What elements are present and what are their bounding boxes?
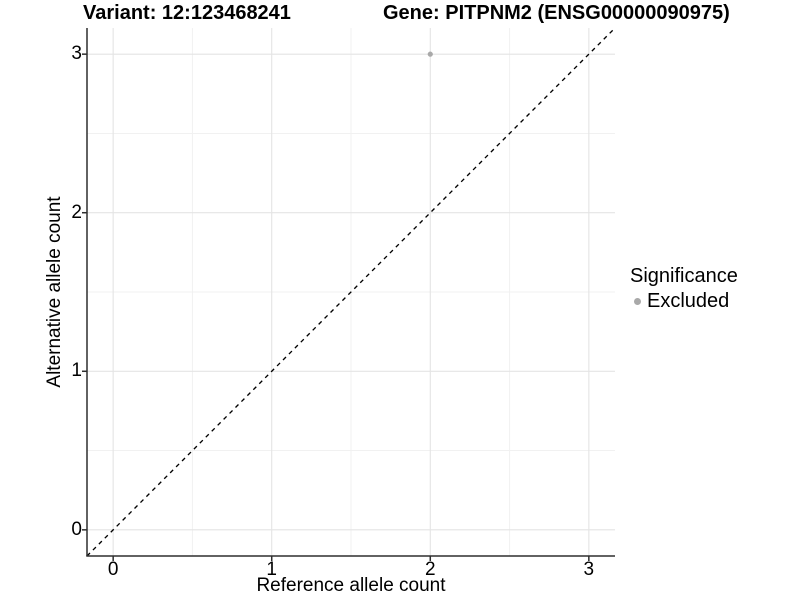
x-tick-label: 0 [107,559,119,580]
legend-point-icon [634,297,641,305]
legend-item: Excluded [630,290,738,312]
y-axis-title: Alternative allele count [44,196,65,388]
data-point [427,51,433,57]
legend-items: Excluded [630,290,738,312]
x-tick-label: 2 [424,559,436,580]
identity-line [86,27,616,557]
plot-title-variant: Variant: 12:123468241 [83,2,291,24]
x-tick-label: 1 [266,559,278,580]
x-axis-title: Reference allele count [256,575,446,596]
y-tick-label: 3 [71,43,82,65]
x-tick-label: 3 [583,559,595,580]
legend-title: Significance [630,265,738,287]
plot-title-gene: Gene: PITPNM2 (ENSG00000090975) [383,2,730,24]
legend-item-label: Excluded [647,290,730,312]
y-tick-label: 1 [71,360,82,382]
legend: Significance Excluded [630,265,738,312]
y-tick-label: 2 [71,201,82,223]
y-tick-label: 0 [71,518,82,540]
